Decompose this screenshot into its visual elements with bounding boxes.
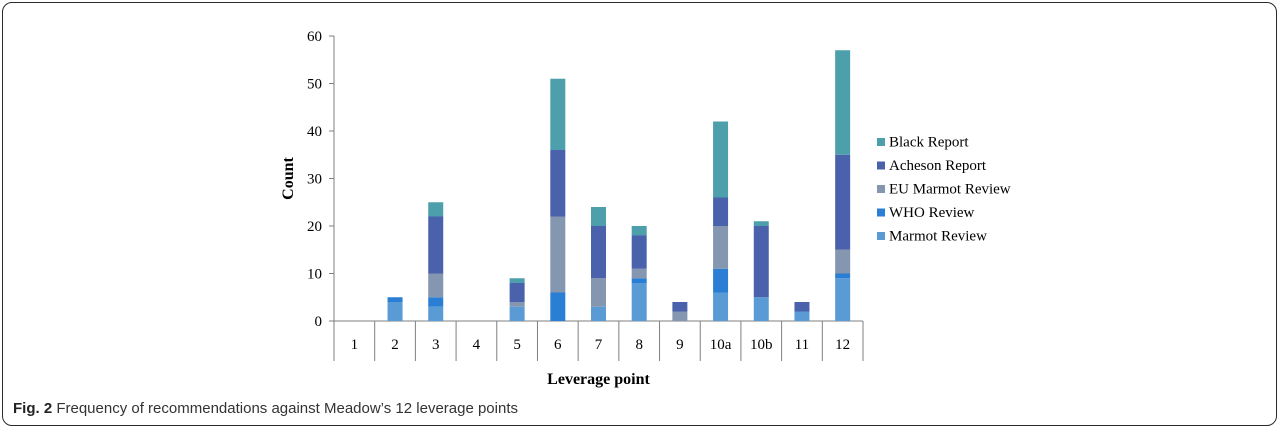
- legend-label: EU Marmot Review: [889, 182, 1011, 198]
- bar-segment: [387, 297, 403, 302]
- bar-segment: [713, 268, 729, 293]
- x-tick-label: 4: [473, 337, 481, 353]
- y-tick-label: 40: [307, 124, 322, 140]
- bar-segment: [550, 150, 566, 217]
- bar-segment: [428, 216, 444, 274]
- bar-segment: [835, 278, 851, 321]
- bar-segment: [591, 226, 606, 279]
- bar-segment: [550, 78, 566, 150]
- x-tick-label: 11: [795, 337, 809, 353]
- bar-segment: [591, 278, 606, 307]
- bar-segment: [550, 216, 566, 293]
- legend-swatch: [877, 185, 885, 193]
- y-tick-label: 60: [307, 29, 322, 45]
- x-tick-label: 7: [595, 337, 603, 353]
- bar-segment: [509, 278, 525, 283]
- bar-segment: [631, 283, 647, 321]
- legend-swatch: [877, 138, 885, 146]
- bar-segment: [713, 226, 729, 269]
- x-tick-label: 3: [432, 337, 440, 353]
- y-axis-title: Count: [280, 156, 297, 199]
- bar-segment: [753, 226, 769, 298]
- x-axis-title: Leverage point: [547, 371, 650, 388]
- figure-caption: Fig. 2 Frequency of recommendations agai…: [13, 400, 518, 417]
- bar-segment: [753, 221, 769, 226]
- x-tick-label: 10b: [750, 337, 773, 353]
- bar-segment: [672, 302, 688, 312]
- bar-segment: [428, 306, 444, 321]
- bar-segment: [509, 302, 525, 307]
- x-tick-label: 5: [513, 337, 521, 353]
- legend-label: WHO Review: [889, 205, 975, 221]
- bar-segment: [631, 235, 647, 269]
- y-tick-label: 10: [307, 267, 322, 283]
- y-tick-label: 50: [307, 77, 322, 93]
- bar-segment: [794, 311, 810, 321]
- bar-segment: [387, 302, 403, 321]
- y-tick-label: 0: [315, 314, 323, 330]
- bar-segment: [509, 306, 525, 321]
- x-tick-label: 6: [554, 337, 562, 353]
- bar-segment: [591, 207, 606, 226]
- x-tick-label: 8: [635, 337, 643, 353]
- bar-segment: [835, 154, 851, 250]
- x-tick-label: 12: [835, 337, 850, 353]
- x-tick-label: 2: [391, 337, 399, 353]
- bar-segment: [428, 202, 444, 217]
- bar-segment: [794, 302, 810, 312]
- bar-segment: [550, 292, 566, 321]
- caption-text: Frequency of recommendations against Mea…: [56, 400, 518, 417]
- y-tick-label: 20: [307, 219, 322, 235]
- bar-segment: [753, 297, 769, 321]
- bar-segment: [509, 283, 525, 302]
- legend-label: Black Report: [889, 135, 969, 151]
- x-tick-label: 9: [676, 337, 684, 353]
- bar-segment: [631, 268, 647, 279]
- bar-segment: [428, 297, 444, 307]
- bar-segment: [428, 273, 444, 298]
- legend-label: Acheson Report: [889, 158, 987, 174]
- legend-swatch: [877, 208, 885, 217]
- bar-segment: [713, 121, 729, 198]
- bar-segment: [591, 306, 606, 321]
- bar-segment: [713, 292, 729, 321]
- x-tick-label: 1: [351, 337, 359, 353]
- bar-segment: [835, 249, 851, 274]
- x-tick-label: 10a: [710, 337, 732, 353]
- bar-segment: [672, 311, 688, 321]
- bar-segment: [631, 226, 647, 236]
- bar-segment: [835, 50, 851, 155]
- legend-swatch: [877, 232, 885, 240]
- caption-label: Fig. 2: [13, 400, 53, 417]
- bar-segment: [631, 278, 647, 283]
- bar-segment: [835, 273, 851, 279]
- legend-swatch: [877, 161, 885, 170]
- y-tick-label: 30: [307, 172, 322, 188]
- legend-label: Marmot Review: [889, 229, 987, 245]
- bar-segment: [713, 197, 729, 226]
